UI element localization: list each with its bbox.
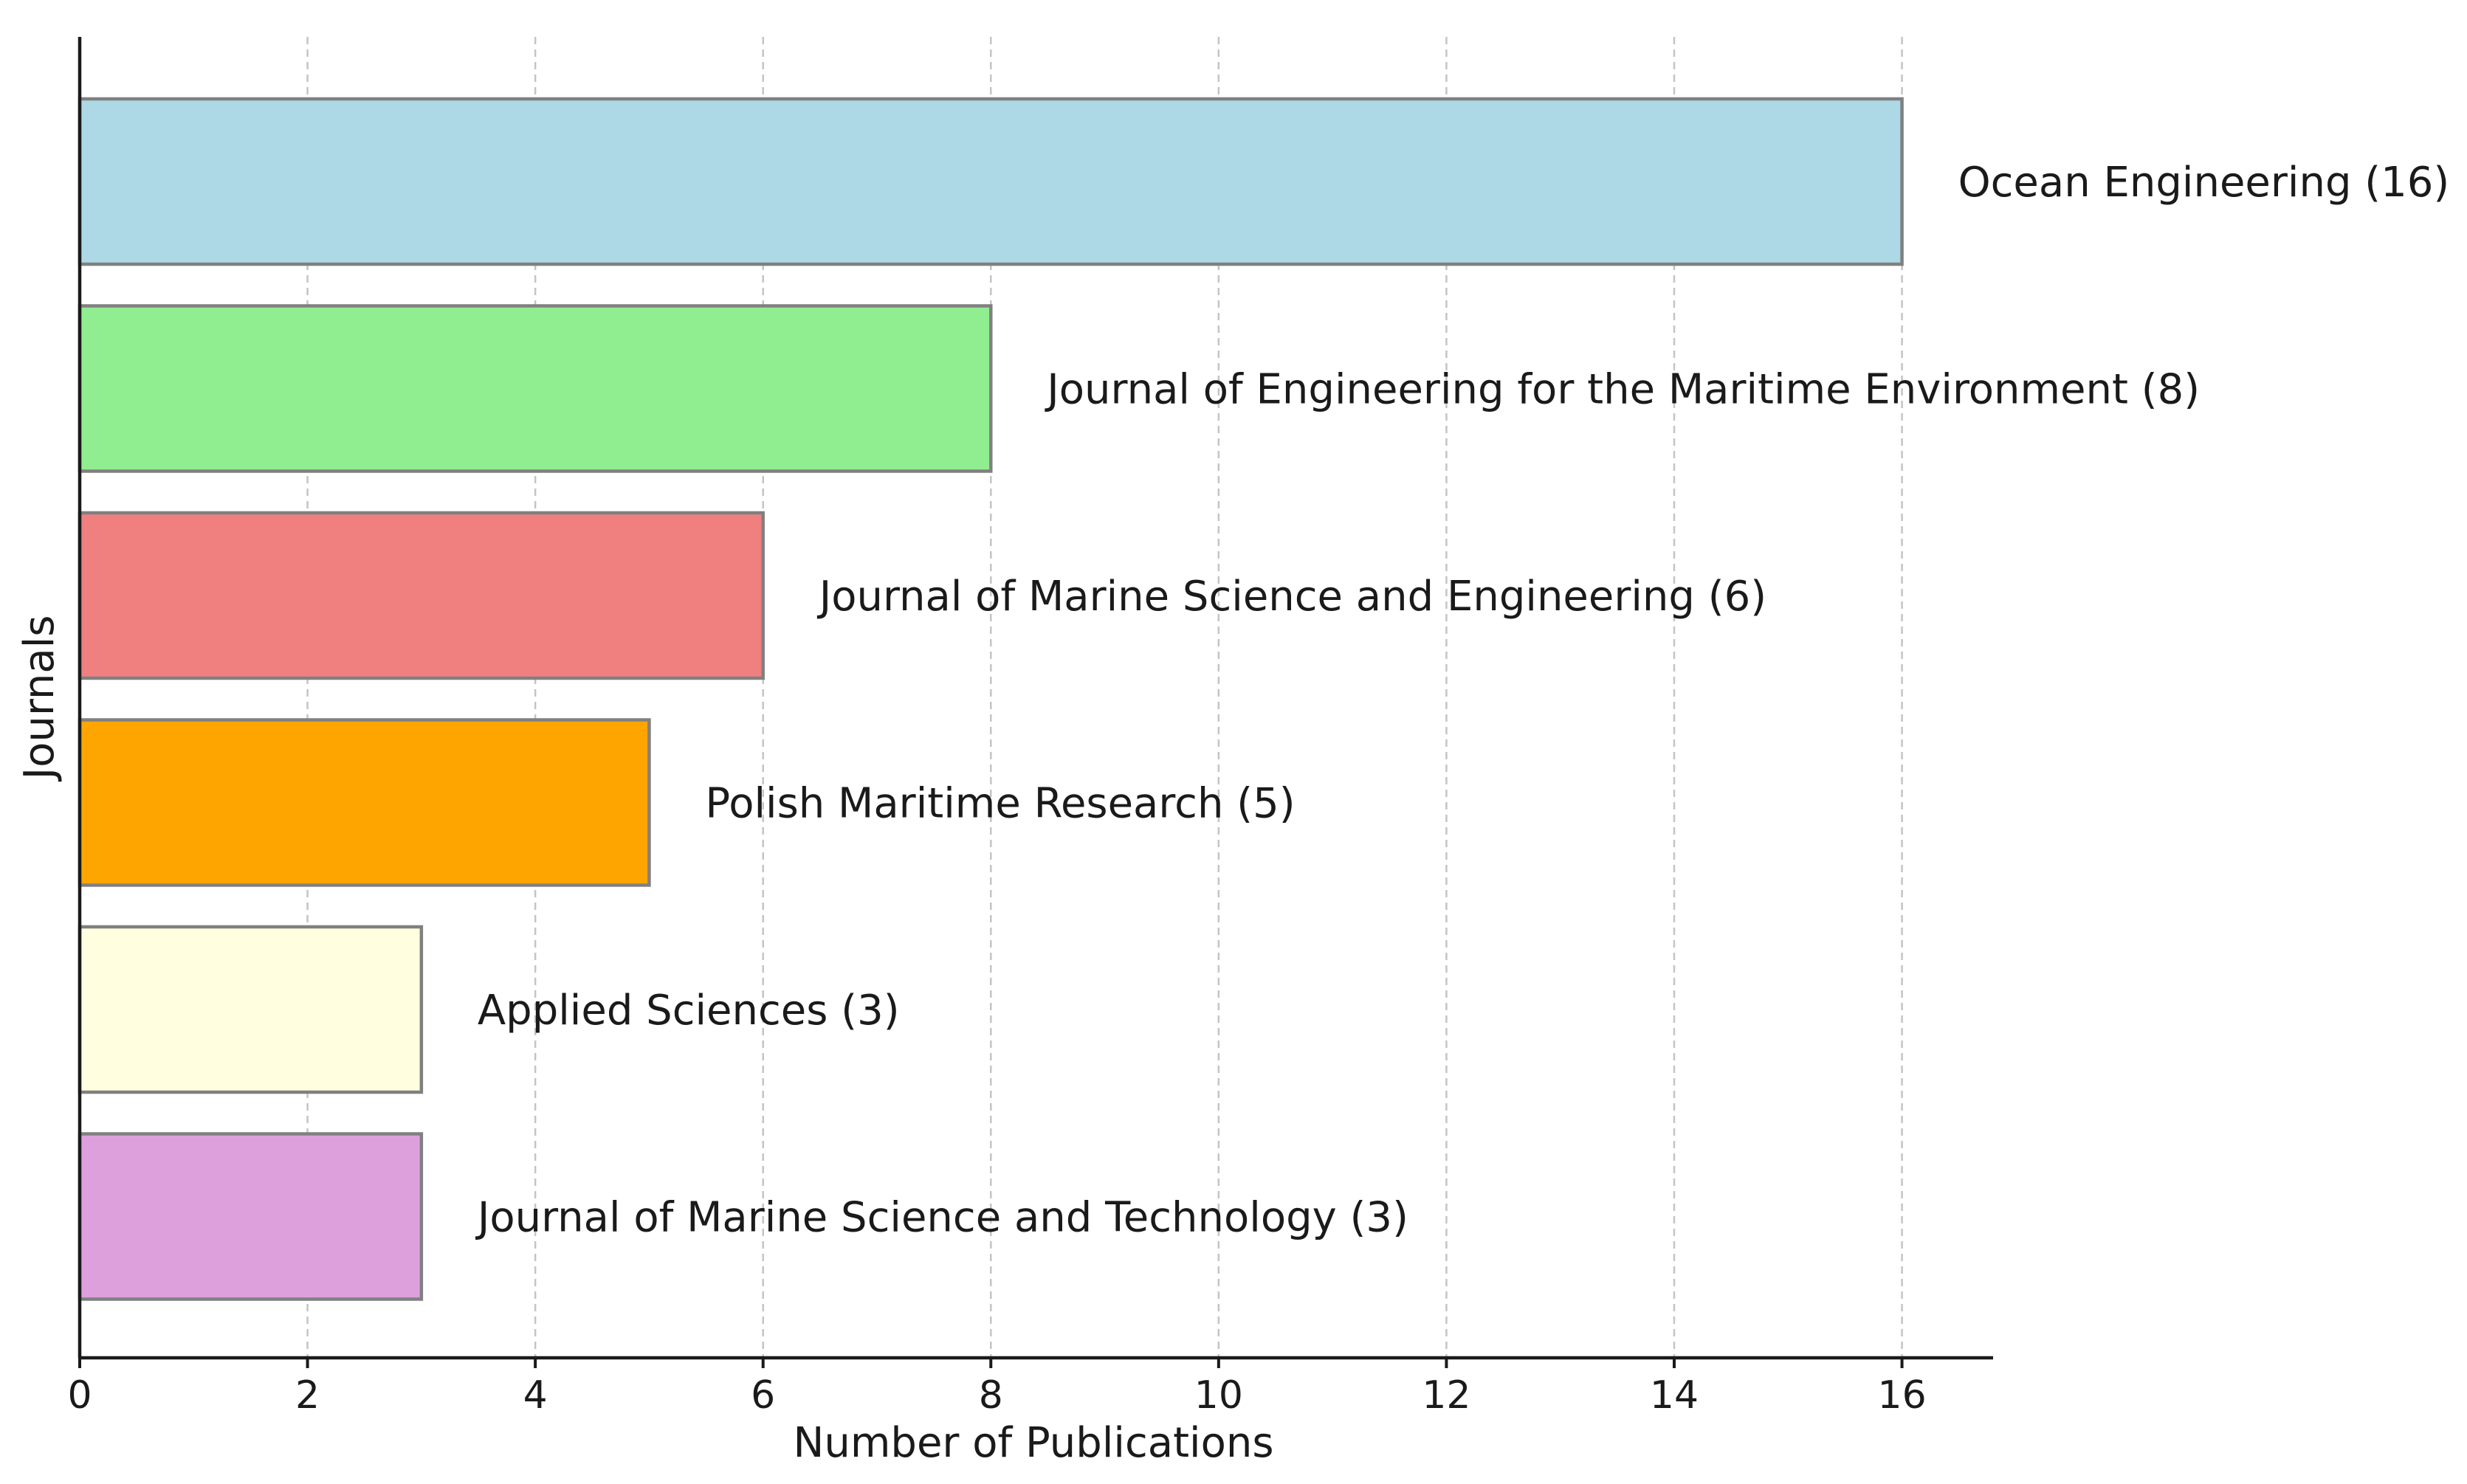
bar xyxy=(78,1132,424,1301)
x-tick-label: 6 xyxy=(751,1373,775,1418)
x-tick-label: 16 xyxy=(1877,1373,1926,1418)
x-tick-label: 0 xyxy=(67,1373,92,1418)
x-tick-label: 2 xyxy=(295,1373,320,1418)
x-axis-title: Number of Publications xyxy=(793,1419,1273,1467)
x-tick-label: 8 xyxy=(979,1373,1003,1418)
bars xyxy=(78,97,1904,1301)
bar xyxy=(78,925,424,1094)
bar-labels: Ocean Engineering (16) Journal of Enginee… xyxy=(475,159,2449,1242)
x-tick-label: 14 xyxy=(1650,1373,1699,1418)
bar-label: Journal of Engineering for the Maritime … xyxy=(1045,366,2200,414)
bar-label: Journal of Marine Science and Technology… xyxy=(475,1194,1408,1242)
bar-label: Polish Maritime Research (5) xyxy=(705,780,1295,828)
bar-label: Journal of Marine Science and Engineerin… xyxy=(817,573,1766,621)
y-axis-title: Journals xyxy=(16,615,63,782)
bar xyxy=(78,97,1904,266)
bar xyxy=(78,511,765,680)
x-axis-ticks: 0 2 4 6 8 10 12 14 16 xyxy=(67,1358,1927,1418)
x-tick-label: 4 xyxy=(523,1373,548,1418)
bar-label: Applied Sciences (3) xyxy=(478,987,900,1035)
x-tick-label: 12 xyxy=(1422,1373,1470,1418)
bar xyxy=(78,304,993,473)
bar xyxy=(78,718,651,887)
bar-label: Ocean Engineering (16) xyxy=(1958,159,2450,207)
x-tick-label: 10 xyxy=(1194,1373,1243,1418)
